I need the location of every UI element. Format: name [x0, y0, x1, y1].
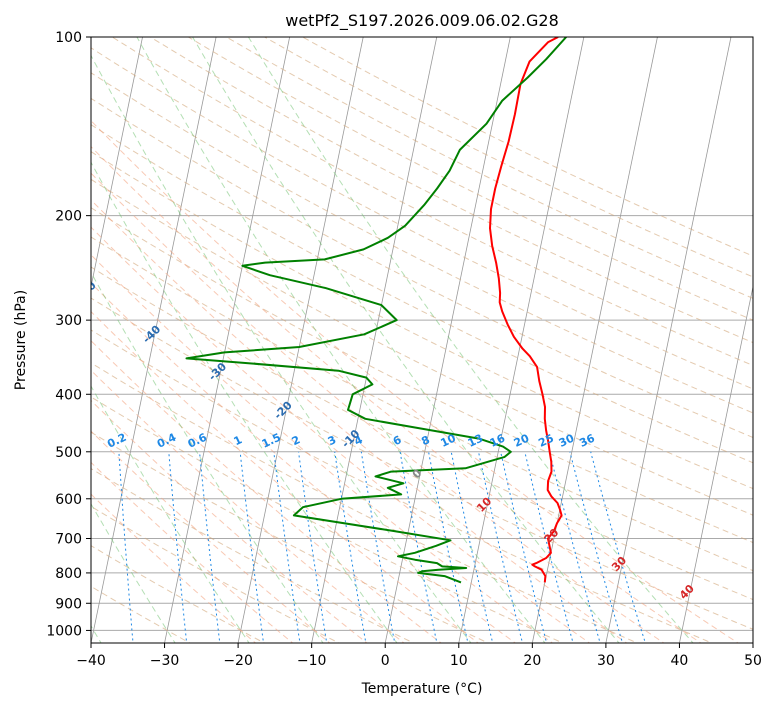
mixing-ratio-label: 36: [577, 431, 597, 449]
green-dashed-curve: [247, 37, 694, 643]
green-dashed-curve: [91, 385, 250, 643]
isotherm-line: [752, 641, 753, 643]
mixing-ratio-line: [478, 451, 524, 643]
dry-adiabat: [91, 47, 753, 390]
mixing-ratio-line: [590, 451, 646, 643]
y-tick-label: 300: [55, 313, 82, 329]
y-tick-label: 100: [55, 30, 82, 46]
green-dashed-curve: [91, 161, 398, 643]
mixing-ratio-line: [273, 451, 301, 643]
moist-adiabat: [91, 199, 628, 643]
dry-adiabat: [91, 297, 753, 630]
moist-adiabat: [91, 145, 702, 643]
dry-adiabat: [150, 37, 753, 344]
dry-adiabat: [91, 362, 639, 643]
x-tick-label: 50: [744, 653, 762, 669]
x-tick-label: 0: [381, 653, 390, 669]
temperature-line: [489, 37, 563, 583]
y-tick-label: 700: [55, 532, 82, 548]
moist-adiabat: [91, 172, 665, 643]
mixing-ratio-line: [298, 451, 328, 643]
isotherm-line: [0, 37, 69, 643]
isotherm-label: -50: [76, 279, 99, 302]
x-tick-label: 30: [597, 653, 615, 669]
dry-adiabat: [91, 236, 753, 572]
dry-adiabat: [91, 431, 490, 643]
x-tick-label: 20: [523, 653, 541, 669]
mixing-ratio-label: 16: [488, 431, 508, 449]
y-tick-label: 400: [55, 387, 82, 403]
green-dashed-curve: [91, 54, 472, 643]
dry-adiabat: [91, 178, 753, 516]
dry-adiabat: [91, 396, 564, 643]
mixing-ratio-label: 25: [536, 432, 555, 450]
dry-adiabat: [91, 585, 191, 643]
y-tick-label: 1000: [46, 623, 82, 639]
chart-title: wetPf2_S197.2026.009.06.02.G28: [285, 11, 559, 31]
y-axis-label: Pressure (hPa): [13, 290, 29, 390]
moist-adiabat: [91, 226, 591, 643]
y-tick-label: 600: [55, 492, 82, 508]
isotherm-line: [91, 37, 217, 643]
mixing-ratio-line: [199, 451, 221, 643]
y-tick-label: 200: [55, 209, 82, 225]
y-tick-label: 800: [55, 566, 82, 582]
mixing-ratio-line: [239, 451, 265, 643]
moist-adiabat: [91, 310, 480, 643]
mixing-ratio-line: [168, 451, 188, 643]
mixing-ratio-label: 20: [512, 431, 532, 449]
dry-adiabat: [91, 151, 753, 490]
isotherm-line: [164, 37, 291, 643]
isotherm-label: -60: [12, 233, 35, 256]
x-tick-label: −10: [297, 653, 327, 669]
dry-adiabat: [91, 266, 753, 601]
isotherm-line: [237, 37, 364, 643]
green-dashed-curve: [136, 37, 546, 643]
mixing-ratio-line: [569, 451, 624, 643]
dry-adiabat: [91, 329, 714, 643]
moist-adiabat: [91, 119, 739, 643]
dewpoint-line: [185, 37, 567, 584]
dry-adiabat: [91, 505, 341, 643]
plot-frame: [90, 36, 754, 644]
isotherm-line: [458, 37, 585, 643]
x-axis-label: Temperature (°C): [361, 681, 483, 697]
moist-adiabat: [91, 369, 405, 643]
mixing-ratio-line: [524, 451, 574, 643]
y-tick-label: 900: [55, 596, 82, 612]
isotherm-line: [384, 37, 511, 643]
x-tick-label: −30: [150, 653, 180, 669]
mixing-ratio-line: [334, 451, 367, 643]
x-tick-label: 10: [450, 653, 468, 669]
x-tick-label: 40: [671, 653, 689, 669]
isotherm-line: [531, 37, 658, 643]
green-dashed-curve: [192, 37, 620, 643]
mixing-ratio-line: [450, 451, 494, 643]
mixing-ratio-line: [500, 451, 548, 643]
isotherm-line: [91, 37, 143, 289]
dry-adiabat: [91, 72, 753, 414]
moist-adiabat: [91, 493, 257, 643]
green-dashed-curve: [91, 271, 324, 643]
x-tick-label: −20: [223, 653, 253, 669]
moist-adiabat: [91, 254, 554, 643]
mixing-ratio-label: 13: [466, 432, 485, 450]
y-tick-label: 500: [55, 445, 82, 461]
mixing-ratio-line: [72, 452, 83, 646]
dry-adiabat: [188, 37, 753, 321]
isotherm-line: [605, 37, 732, 643]
mixing-ratio-line: [399, 451, 438, 643]
isotherm-line: [679, 284, 753, 643]
mixing-ratio-label: 10: [439, 431, 459, 449]
plot-area: [91, 37, 753, 643]
x-tick-label: −40: [76, 653, 106, 669]
moist-adiabat: [91, 461, 294, 643]
moist-adiabat: [91, 399, 368, 643]
dry-adiabat: [91, 468, 415, 643]
mixing-ratio-label: 30: [557, 431, 577, 449]
